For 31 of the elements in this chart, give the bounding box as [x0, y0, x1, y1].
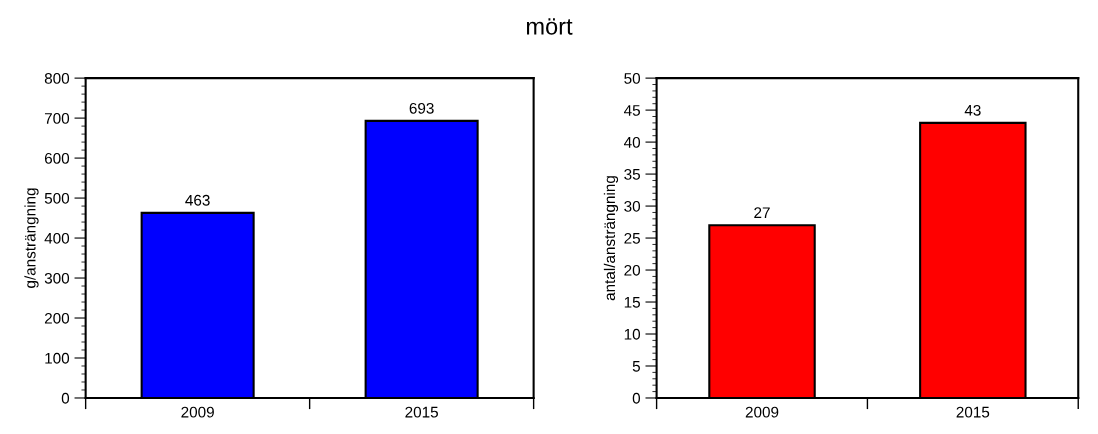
- x-tick-label: 2009: [181, 406, 214, 418]
- y-tick-label: 5: [632, 361, 640, 372]
- y-tick-label: 500: [44, 192, 70, 204]
- y-tick-label: 200: [44, 312, 70, 324]
- y-axis-title: antal/ansträngning: [603, 176, 619, 301]
- y-tick-label: 25: [624, 232, 640, 244]
- y-axis-title: g/ansträngning: [24, 188, 39, 288]
- y-tick-label: 800: [44, 72, 70, 84]
- y-tick-label: 45: [623, 105, 640, 116]
- x-tick-label: 2009: [745, 406, 779, 418]
- data-label: 693: [409, 102, 434, 114]
- y-tick-label: 30: [624, 200, 641, 212]
- y-tick-label: 50: [624, 72, 641, 84]
- data-label: 27: [754, 207, 770, 218]
- x-tick-label: 2015: [405, 406, 438, 418]
- y-tick-label: 300: [44, 272, 70, 284]
- y-tick-label: 600: [44, 152, 70, 164]
- chart-title: mört: [526, 18, 573, 35]
- y-tick-label: 35: [624, 168, 640, 180]
- y-tick-label: 10: [624, 328, 641, 340]
- y-tick-label: 700: [44, 112, 70, 124]
- data-label: 43: [964, 104, 981, 116]
- y-tick-label: 0: [632, 392, 641, 404]
- y-tick-label: 0: [61, 392, 70, 404]
- data-label: 463: [185, 194, 210, 206]
- y-tick-label: 20: [624, 264, 641, 276]
- y-tick-label: 400: [44, 232, 70, 244]
- y-tick-label: 15: [624, 297, 640, 308]
- y-tick-label: 40: [623, 136, 641, 148]
- y-tick-label: 100: [45, 352, 70, 364]
- x-tick-label: 2015: [956, 406, 990, 418]
